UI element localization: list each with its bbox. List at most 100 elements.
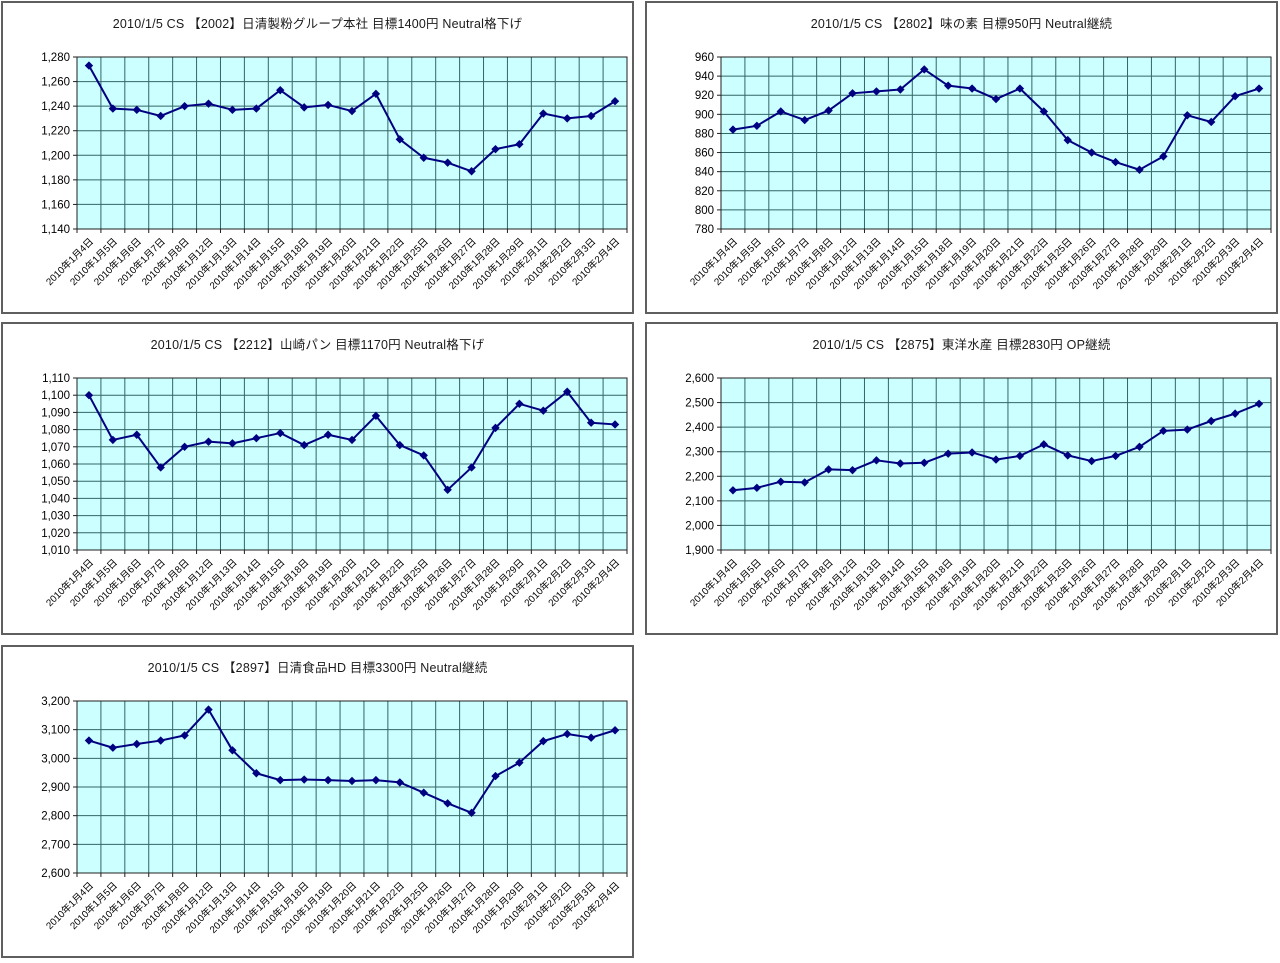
data-point-marker xyxy=(1111,451,1120,461)
y-tick-label: 2,800 xyxy=(41,811,70,823)
y-gridlines-and-labels: 1,140 1,160 1,180 1,200 1,220 1,240 1,260 1,280 xyxy=(41,52,627,236)
data-point-marker xyxy=(752,121,762,130)
plot-border xyxy=(76,56,628,230)
y-tick-label: 840 xyxy=(695,167,714,179)
y-tick-label: 1,080 xyxy=(41,425,70,437)
chart-title-2802: 2010/1/5 CS 【2802】味の素 目標950円 Neutral継続 xyxy=(810,17,1113,31)
data-point-marker xyxy=(586,111,596,121)
chart-panel-2212: 2010/1/5 CS 【2212】山崎パン 目標1170円 Neutral格下… xyxy=(1,322,634,635)
data-point-marker xyxy=(1135,165,1144,174)
data-point-marker xyxy=(371,775,381,785)
y-tick-label: 1,240 xyxy=(41,101,70,113)
data-point-markers xyxy=(84,61,620,176)
chart-title-2002: 2010/1/5 CS 【2002】日清製粉グループ本社 目標1400円 Neu… xyxy=(112,17,523,31)
data-point-marker xyxy=(1135,442,1144,451)
data-point-marker xyxy=(323,100,333,110)
data-point-marker xyxy=(515,140,524,149)
y-tick-label: 960 xyxy=(695,52,714,64)
data-point-marker xyxy=(467,463,476,472)
data-point-marker xyxy=(395,135,405,144)
plot-background xyxy=(721,57,1271,229)
data-point-marker xyxy=(443,485,452,494)
data-point-marker xyxy=(347,435,357,445)
y-tick-label: 1,090 xyxy=(41,407,70,419)
data-point-marker xyxy=(872,456,881,465)
y-tick-label: 3,000 xyxy=(41,753,70,765)
data-point-marker xyxy=(1230,91,1240,101)
y-tick-label: 1,070 xyxy=(41,442,70,454)
data-point-marker xyxy=(539,406,548,415)
y-tick-label: 2,300 xyxy=(685,447,714,459)
chart-panel-2875: 2010/1/5 CS 【2875】東洋水産 目標2830円 OP継続 1,90… xyxy=(645,322,1278,635)
data-point-marker xyxy=(1063,451,1072,460)
y-tick-label: 1,200 xyxy=(41,150,70,162)
data-point-marker xyxy=(563,387,572,396)
data-point-marker xyxy=(991,94,1001,104)
data-point-marker xyxy=(515,758,524,767)
chart-panel-2802: 2010/1/5 CS 【2802】味の素 目標950円 Neutral継続 7… xyxy=(645,1,1278,314)
y-tick-label: 1,900 xyxy=(685,545,714,557)
y-tick-label: 940 xyxy=(695,71,714,83)
data-point-marker xyxy=(1230,409,1240,418)
data-point-marker xyxy=(991,455,1001,464)
data-point-marker xyxy=(132,105,141,115)
data-point-marker xyxy=(563,114,572,123)
data-point-marker xyxy=(323,775,333,785)
data-point-marker xyxy=(1183,111,1192,120)
data-point-marker xyxy=(610,726,620,735)
data-point-marker xyxy=(276,85,285,95)
y-tick-label: 2,700 xyxy=(41,839,70,851)
data-point-marker xyxy=(752,483,762,493)
data-point-marker xyxy=(252,769,261,778)
chart-title-2897: 2010/1/5 CS 【2897】日清食品HD 目標3300円 Neutral… xyxy=(147,661,488,675)
data-point-marker xyxy=(84,61,94,70)
data-point-marker xyxy=(776,107,785,116)
data-point-marker xyxy=(276,775,285,785)
data-point-marker xyxy=(108,104,118,113)
y-tick-label: 780 xyxy=(695,224,714,236)
y-tick-label: 2,500 xyxy=(685,398,714,410)
data-point-marker xyxy=(1183,425,1192,434)
data-point-marker xyxy=(276,428,285,438)
plot-border xyxy=(720,56,1272,230)
data-point-marker xyxy=(299,440,309,450)
plot-background xyxy=(721,378,1271,550)
data-point-marker xyxy=(1254,399,1264,408)
y-tick-label: 920 xyxy=(695,90,714,102)
data-point-marker xyxy=(395,440,405,450)
data-point-marker xyxy=(180,101,189,111)
chart-plot-2875: 1,900 2,000 2,100 2,200 2,300 2,400 2,500 2,600… xyxy=(685,373,1272,613)
data-point-marker xyxy=(491,423,500,433)
data-point-marker xyxy=(1063,135,1072,145)
data-point-marker xyxy=(443,158,452,167)
data-point-marker xyxy=(1207,416,1216,426)
y-gridlines-and-labels: 780 800 820 840 860 880 900 920 940 960 xyxy=(695,52,1271,236)
y-tick-label: 3,200 xyxy=(41,696,70,708)
y-tick-label: 1,020 xyxy=(41,528,70,540)
chart-plot-2897: 2,600 2,700 2,800 2,900 3,000 3,100 3,200 2010年… xyxy=(41,696,628,936)
x-axis-labels: 2010年1月4日2010年1月5日2010年1月6日2010年1月7日2010… xyxy=(687,556,1266,613)
y-tick-label: 820 xyxy=(695,186,714,198)
x-axis-labels: 2010年1月4日2010年1月5日2010年1月6日2010年1月7日2010… xyxy=(43,556,622,613)
data-point-marker xyxy=(1207,117,1216,127)
y-tick-label: 2,100 xyxy=(685,496,714,508)
x-gridlines xyxy=(720,57,1272,233)
data-point-marker xyxy=(586,733,596,742)
data-point-marker xyxy=(563,729,572,739)
data-point-marker xyxy=(539,109,548,118)
data-point-marker xyxy=(84,736,94,745)
x-gridlines xyxy=(720,378,1272,554)
data-point-marker xyxy=(419,451,428,460)
y-tick-label: 2,900 xyxy=(41,782,70,794)
y-tick-label: 3,100 xyxy=(41,725,70,737)
y-tick-label: 1,050 xyxy=(41,476,70,488)
y-tick-label: 880 xyxy=(695,128,714,140)
data-point-marker xyxy=(395,778,405,787)
y-tick-label: 1,140 xyxy=(41,224,70,236)
data-point-marker xyxy=(84,391,94,400)
data-point-marker xyxy=(848,465,857,475)
y-tick-label: 900 xyxy=(695,109,714,121)
chart-plot-2212: 1,010 1,020 1,030 1,040 1,050 1,060 1,070 1,080… xyxy=(41,373,628,613)
y-tick-label: 2,600 xyxy=(685,373,714,385)
